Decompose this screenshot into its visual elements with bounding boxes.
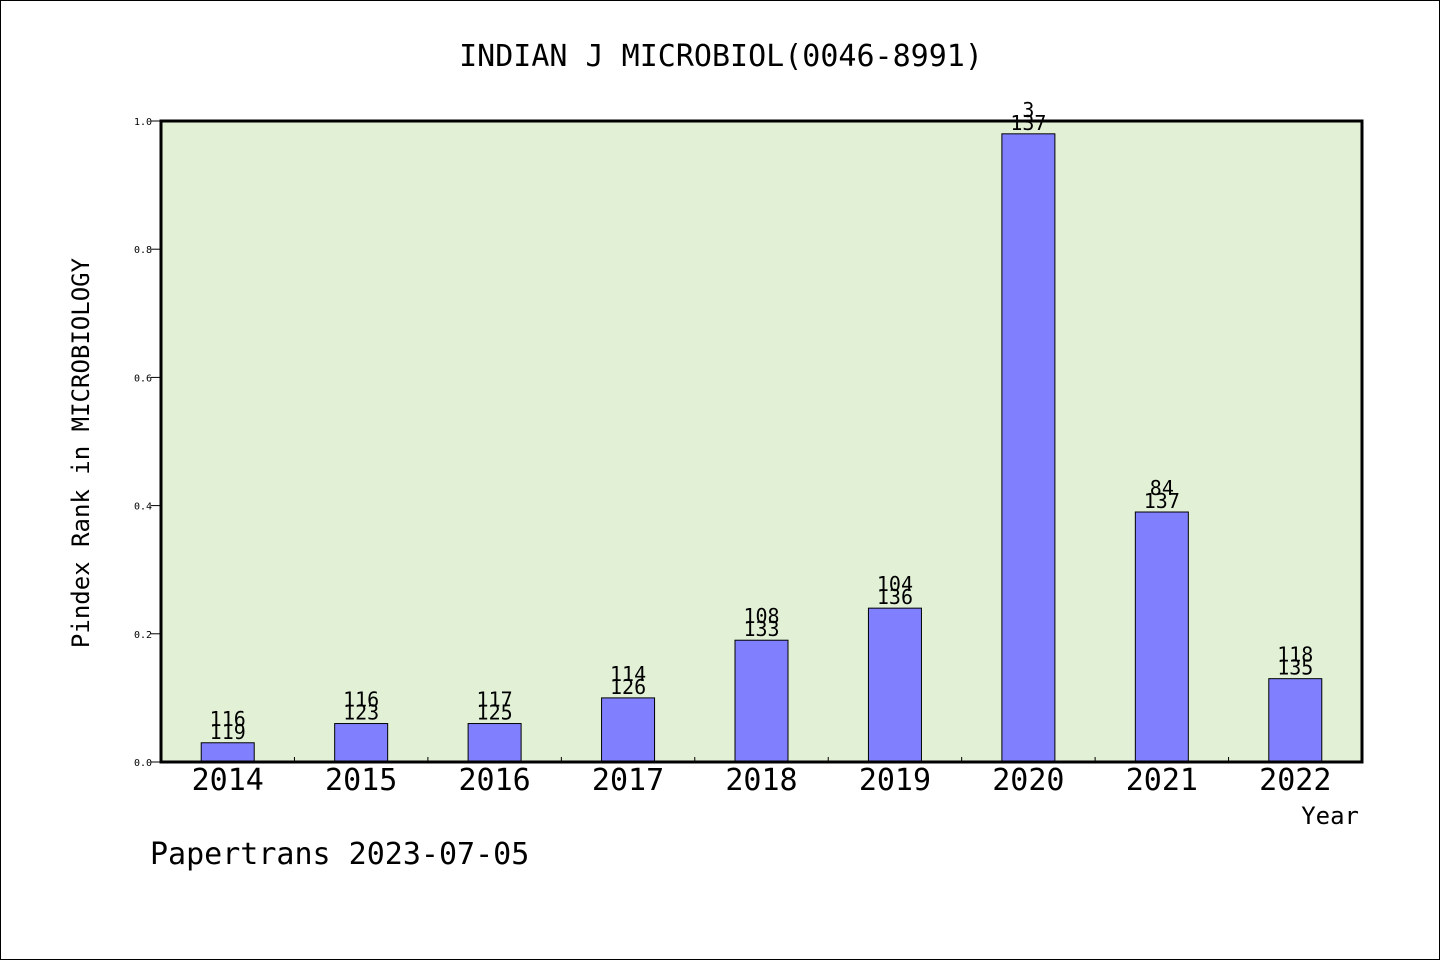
bar-2014 <box>200 742 255 763</box>
y-tick-label: 0.8 <box>134 245 152 256</box>
bar-rank-label: 114 <box>610 662 646 686</box>
bar-2015 <box>334 723 389 763</box>
bar-rank-label: 108 <box>743 604 779 628</box>
bar-2022 <box>1268 678 1323 763</box>
bar-2020 <box>1001 133 1056 763</box>
x-axis-label: Year <box>1301 802 1359 830</box>
bar-total-label: 119 <box>210 720 246 744</box>
plot-frame <box>159 119 1364 764</box>
x-tick-label: 2014 <box>192 763 264 798</box>
bar-2021 <box>1134 511 1189 763</box>
bar-total-label: 126 <box>610 675 646 699</box>
x-tick-label: 2017 <box>592 763 664 798</box>
footer-note: Papertrans 2023-07-05 <box>150 837 530 872</box>
chart-title: INDIAN J MICROBIOL(0046-8991) <box>459 39 983 74</box>
bar-rank-label: 117 <box>477 688 513 712</box>
x-tick-label: 2015 <box>325 763 397 798</box>
bar-rank-label: 116 <box>343 688 379 712</box>
bar-rank-label: 84 <box>1150 476 1174 500</box>
x-tick-label: 2018 <box>725 763 797 798</box>
x-tick-label: 2020 <box>992 763 1064 798</box>
bar-total-label: 136 <box>877 585 913 609</box>
x-tick-label: 2016 <box>458 763 530 798</box>
x-tick-label: 2022 <box>1259 763 1331 798</box>
bar-2018 <box>734 639 789 763</box>
bar-rank-label: 3 <box>1022 98 1034 122</box>
y-tick-label: 0.4 <box>134 502 152 513</box>
y-tick-label: 0.2 <box>134 630 152 641</box>
bar-total-label: 123 <box>343 701 379 725</box>
y-tick-label: 0.0 <box>134 758 152 769</box>
bar-2017 <box>601 697 656 763</box>
bar-total-label: 133 <box>743 617 779 641</box>
bar-total-label: 135 <box>1277 656 1313 680</box>
x-tick-label: 2019 <box>859 763 931 798</box>
bar-rank-label: 104 <box>877 572 913 596</box>
x-tick-label: 2021 <box>1126 763 1198 798</box>
bar-2016 <box>467 723 522 763</box>
bar-total-label: 125 <box>477 701 513 725</box>
bar-2019 <box>867 607 922 763</box>
y-tick-label: 1.0 <box>134 117 152 128</box>
bar-total-label: 137 <box>1144 489 1180 513</box>
bar-total-label: 137 <box>1010 111 1046 135</box>
bar-rank-label: 118 <box>1277 643 1313 667</box>
y-tick-label: 0.6 <box>134 373 152 384</box>
bar-rank-label: 116 <box>210 707 246 731</box>
